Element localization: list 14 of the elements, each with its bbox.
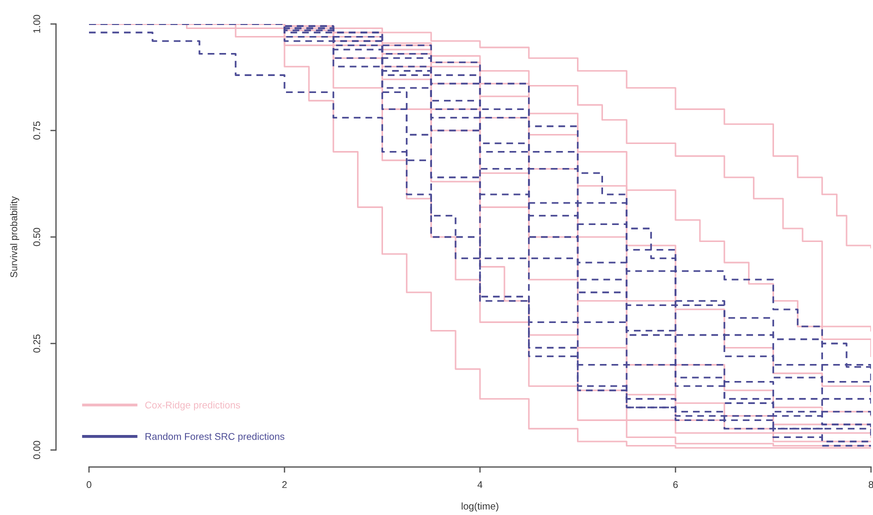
x-tick-label: 4 [478,481,482,488]
x-tick-label: 0 [86,481,92,488]
x-tick-label: 2 [282,481,287,488]
y-tick-label: 0.50 [33,228,40,246]
x-tick-label: 8 [868,481,873,488]
text: Cox-Ridge predictions [145,401,240,410]
x-tick-label: 6 [673,481,678,488]
y-tick-label: 1.00 [33,14,40,33]
y-tick-label: 0.75 [33,121,40,140]
y-tick-label: 0.25 [33,334,40,353]
x-axis-title: log(time) [462,502,498,512]
y-tick-label: 0.00 [33,440,40,460]
y-axis-title: Survival probability [10,196,20,278]
text: Random Forest SRC predictions [146,432,284,442]
